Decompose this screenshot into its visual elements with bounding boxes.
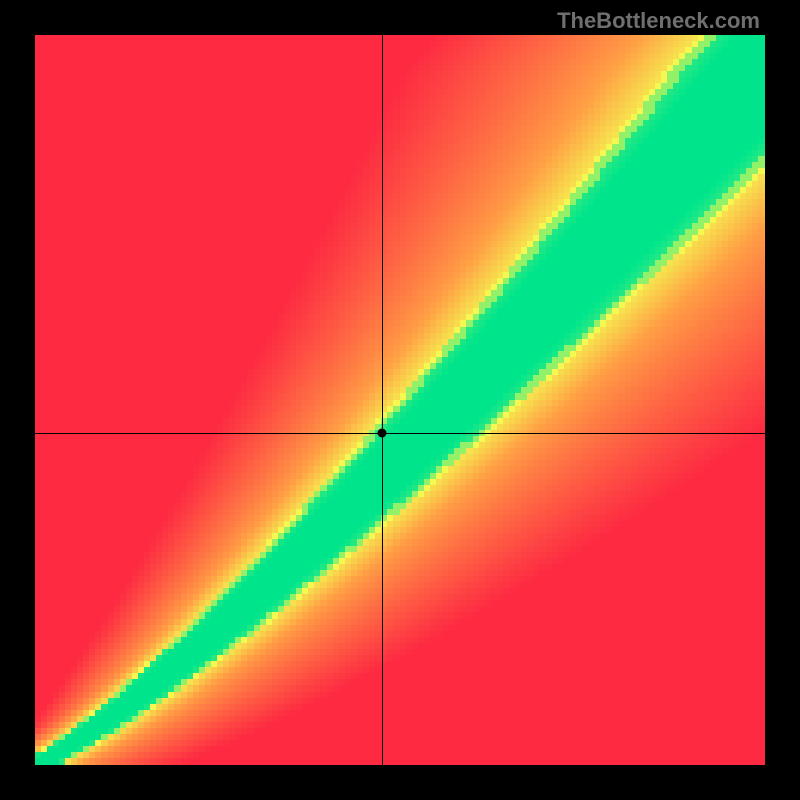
chart-container: TheBottleneck.com: [0, 0, 800, 800]
crosshair-vertical: [382, 35, 383, 765]
crosshair-horizontal: [35, 433, 765, 434]
bottleneck-heatmap: [35, 35, 765, 765]
watermark-text: TheBottleneck.com: [557, 8, 760, 34]
data-point-marker: [377, 428, 386, 437]
